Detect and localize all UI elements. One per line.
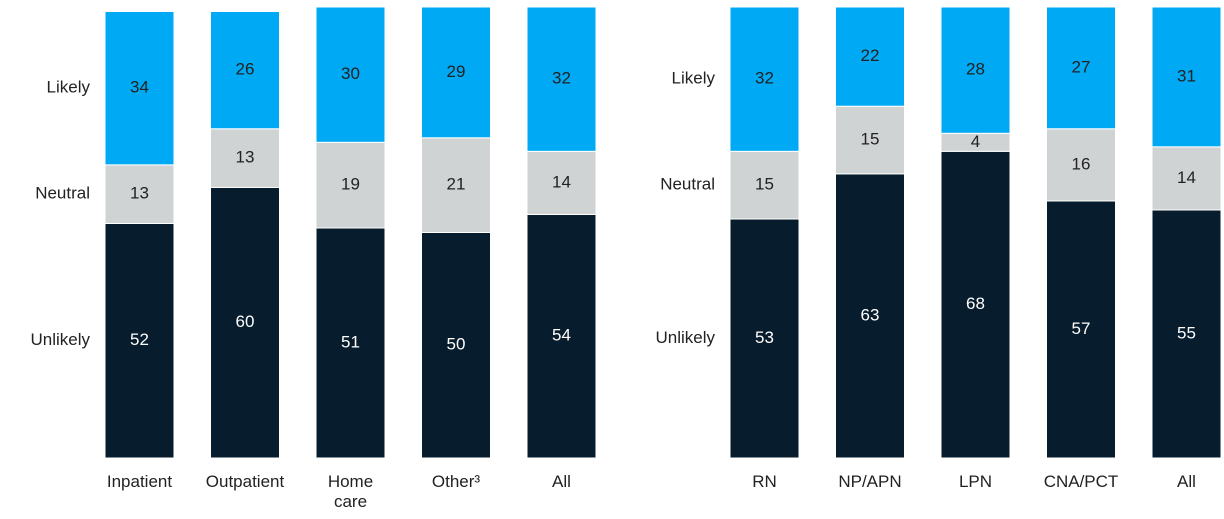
bar-segment xyxy=(729,6,800,152)
value-label: 63 xyxy=(861,305,880,324)
x-tick-label: Home care xyxy=(327,472,374,511)
legend-label: Likely xyxy=(672,69,716,88)
bar-segment xyxy=(835,6,905,107)
value-label: 16 xyxy=(1072,154,1091,173)
value-label: 15 xyxy=(755,175,774,194)
bar-segment xyxy=(210,186,280,459)
x-tick-label: All xyxy=(552,472,571,491)
value-label: 60 xyxy=(236,312,255,331)
value-label: 22 xyxy=(861,46,880,65)
value-label: 50 xyxy=(447,335,466,354)
x-tick-label: CNA/PCT xyxy=(1043,472,1119,491)
bar-segment xyxy=(1151,146,1222,211)
legend-label: Unlikely xyxy=(655,328,715,347)
x-tick-label: RN xyxy=(752,472,777,491)
bar-segment xyxy=(315,227,386,459)
value-label: 32 xyxy=(755,69,774,88)
value-label: 19 xyxy=(341,175,360,194)
bar-segment xyxy=(210,11,280,130)
value-label: 15 xyxy=(861,130,880,149)
bar-segment xyxy=(421,232,491,459)
legend-label: Unlikely xyxy=(30,330,90,349)
bar-segment xyxy=(1151,6,1222,148)
legend-label: Neutral xyxy=(660,175,715,194)
value-label: 28 xyxy=(966,60,985,79)
bar-segment xyxy=(104,222,175,459)
value-label: 51 xyxy=(341,332,360,351)
value-label: 4 xyxy=(971,132,980,151)
bar-segment xyxy=(315,6,386,143)
value-label: 54 xyxy=(552,326,571,345)
value-label: 30 xyxy=(341,64,360,83)
bar-segment xyxy=(1046,200,1116,459)
value-label: 14 xyxy=(1177,168,1196,187)
bar-segment xyxy=(526,213,597,459)
bar-segment xyxy=(315,141,386,229)
value-label: 14 xyxy=(552,172,571,191)
value-label: 13 xyxy=(236,148,255,167)
value-label: 57 xyxy=(1072,319,1091,338)
value-label: 53 xyxy=(755,328,774,347)
value-label: 27 xyxy=(1072,57,1091,76)
x-tick-label: Other³ xyxy=(431,472,481,491)
bar-segment xyxy=(835,173,905,459)
x-tick-label: LPN xyxy=(958,472,993,491)
bar-segment xyxy=(210,128,280,188)
bar-segment xyxy=(729,218,800,459)
x-tick-label: NP/APN xyxy=(838,472,902,491)
bar-segment xyxy=(421,6,491,139)
bar-segment xyxy=(104,164,175,224)
bar-segment xyxy=(421,137,491,233)
value-label: 29 xyxy=(447,62,466,81)
x-tick-label: Inpatient xyxy=(106,472,173,491)
value-label: 34 xyxy=(130,78,149,97)
legend-label: Likely xyxy=(47,78,91,97)
bar-segment xyxy=(835,105,905,175)
bar-segment xyxy=(940,6,1011,134)
value-label: 13 xyxy=(130,184,149,203)
x-tick-label: All xyxy=(1177,472,1196,491)
bar-segment xyxy=(526,6,597,152)
bar-segment xyxy=(1046,6,1116,130)
value-label: 26 xyxy=(236,60,255,79)
value-label: 55 xyxy=(1177,323,1196,342)
value-label: 52 xyxy=(130,330,149,349)
value-label: 31 xyxy=(1177,66,1196,85)
value-label: 68 xyxy=(966,294,985,313)
x-tick-label: Outpatient xyxy=(205,472,285,491)
bar-segment xyxy=(729,150,800,220)
legend-label: Neutral xyxy=(35,184,90,203)
value-label: 32 xyxy=(552,69,571,88)
value-label: 21 xyxy=(447,175,466,194)
bar-segment xyxy=(104,11,175,166)
